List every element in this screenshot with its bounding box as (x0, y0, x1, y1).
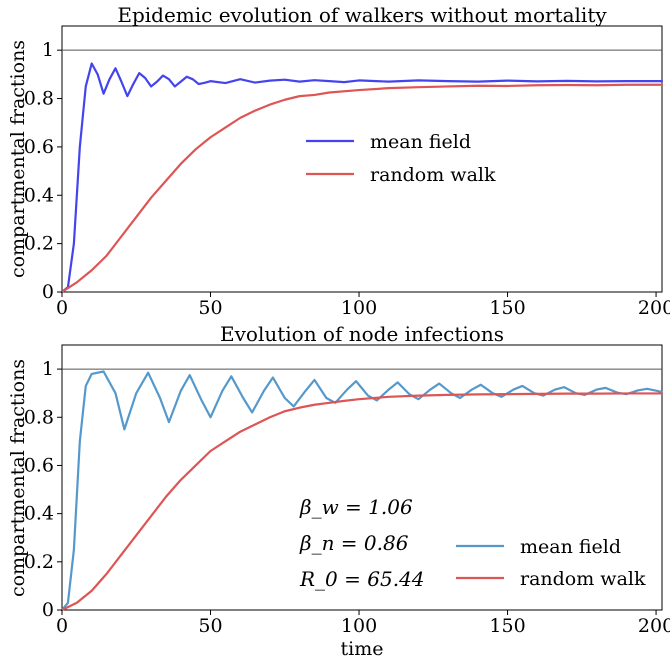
legend-label-random-walk: random walk (520, 568, 646, 590)
series-layer (60, 62, 664, 294)
x-tick-layer: 0 50 100 150 200 (56, 610, 670, 637)
y-tick-label: 1 (42, 39, 54, 61)
x-tick-label: 0 (56, 297, 68, 319)
legend: mean field random walk (306, 131, 496, 186)
y-tick-label: 0.4 (24, 184, 54, 206)
x-tick-label: 100 (341, 297, 377, 319)
x-axis-label: time (341, 638, 384, 660)
y-tick-layer: 0 0.2 0.4 0.6 0.8 1 (24, 358, 62, 621)
y-axis-label: compartmental fractions (7, 359, 29, 597)
x-tick-label: 50 (198, 615, 222, 637)
x-tick-label: 200 (638, 615, 670, 637)
panel-nodes: Evolution of node infections 0 50 100 150 20… (7, 322, 670, 660)
annotation-beta-n: β_n = 0.86 (299, 531, 409, 555)
annotation-r0: R_0 = 65.44 (299, 567, 425, 591)
series-line-mean-field (60, 62, 664, 294)
series-layer (60, 370, 664, 612)
x-tick-label: 200 (638, 297, 670, 319)
x-tick-label: 150 (489, 297, 525, 319)
x-tick-layer: 0 50 100 150 200 (56, 292, 670, 319)
y-tick-label: 0.6 (24, 454, 54, 476)
x-tick-label: 150 (489, 615, 525, 637)
plot-frame (61, 25, 663, 293)
y-tick-label: 0 (42, 599, 54, 621)
y-tick-label: 0.8 (24, 406, 54, 428)
y-tick-label: 0.4 (24, 503, 54, 525)
y-tick-label: 0 (42, 281, 54, 303)
legend: mean field random walk (456, 536, 646, 590)
y-tick-layer: 0 0.2 0.4 0.6 0.8 1 (24, 39, 62, 303)
legend-label-mean-field: mean field (370, 131, 471, 153)
parameter-annotations: β_w = 1.06 β_n = 0.86 R_0 = 65.44 (299, 495, 425, 591)
legend-label-random-walk: random walk (370, 164, 496, 186)
y-tick-label: 0.2 (24, 551, 54, 573)
x-tick-label: 100 (341, 615, 377, 637)
y-tick-label: 0.6 (24, 136, 54, 158)
legend-label-mean-field: mean field (520, 536, 621, 558)
plot-frame (61, 344, 663, 611)
series-line-mean-field (60, 370, 664, 612)
y-axis-label: compartmental fractions (7, 40, 29, 278)
panel-walkers: Epidemic evolution of walkers without mo… (7, 3, 670, 319)
y-tick-label: 0.2 (24, 233, 54, 255)
chart-title: Epidemic evolution of walkers without mo… (117, 3, 607, 27)
annotation-beta-w: β_w = 1.06 (299, 495, 413, 519)
x-tick-label: 0 (56, 615, 68, 637)
series-line-random-walk (60, 83, 664, 294)
y-tick-label: 1 (42, 358, 54, 380)
series-line-random-walk (60, 392, 664, 612)
x-tick-label: 50 (198, 297, 222, 319)
y-tick-label: 0.8 (24, 88, 54, 110)
chart-title: Evolution of node infections (220, 322, 504, 346)
